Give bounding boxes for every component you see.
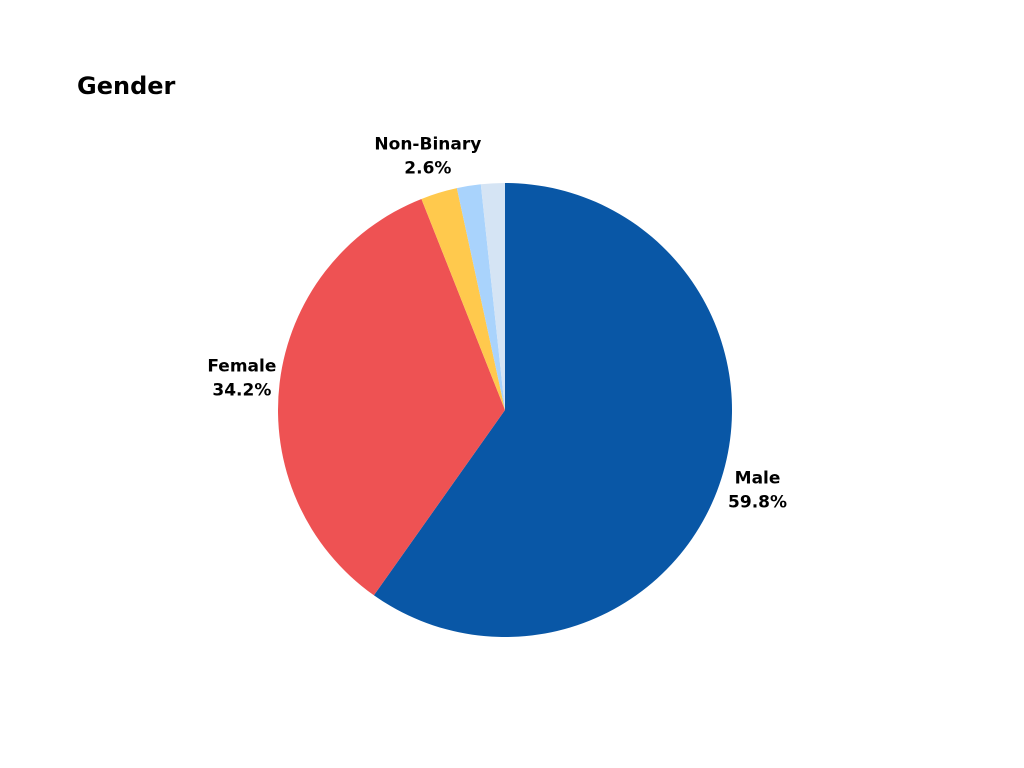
pie-slice (480, 183, 505, 410)
slice-label: Male (735, 468, 781, 488)
chart-title: Gender (77, 72, 176, 100)
slice-value-label: 34.2% (212, 380, 271, 400)
slice-value-label: 2.6% (404, 158, 451, 178)
pie-slice (456, 184, 505, 410)
slice-label: Female (207, 356, 276, 376)
pie-slice (421, 188, 505, 410)
slice-value-label: 59.8% (728, 492, 787, 512)
pie-slice (278, 198, 505, 596)
slice-label: Non-Binary (374, 134, 481, 154)
pie-slice (373, 183, 732, 637)
